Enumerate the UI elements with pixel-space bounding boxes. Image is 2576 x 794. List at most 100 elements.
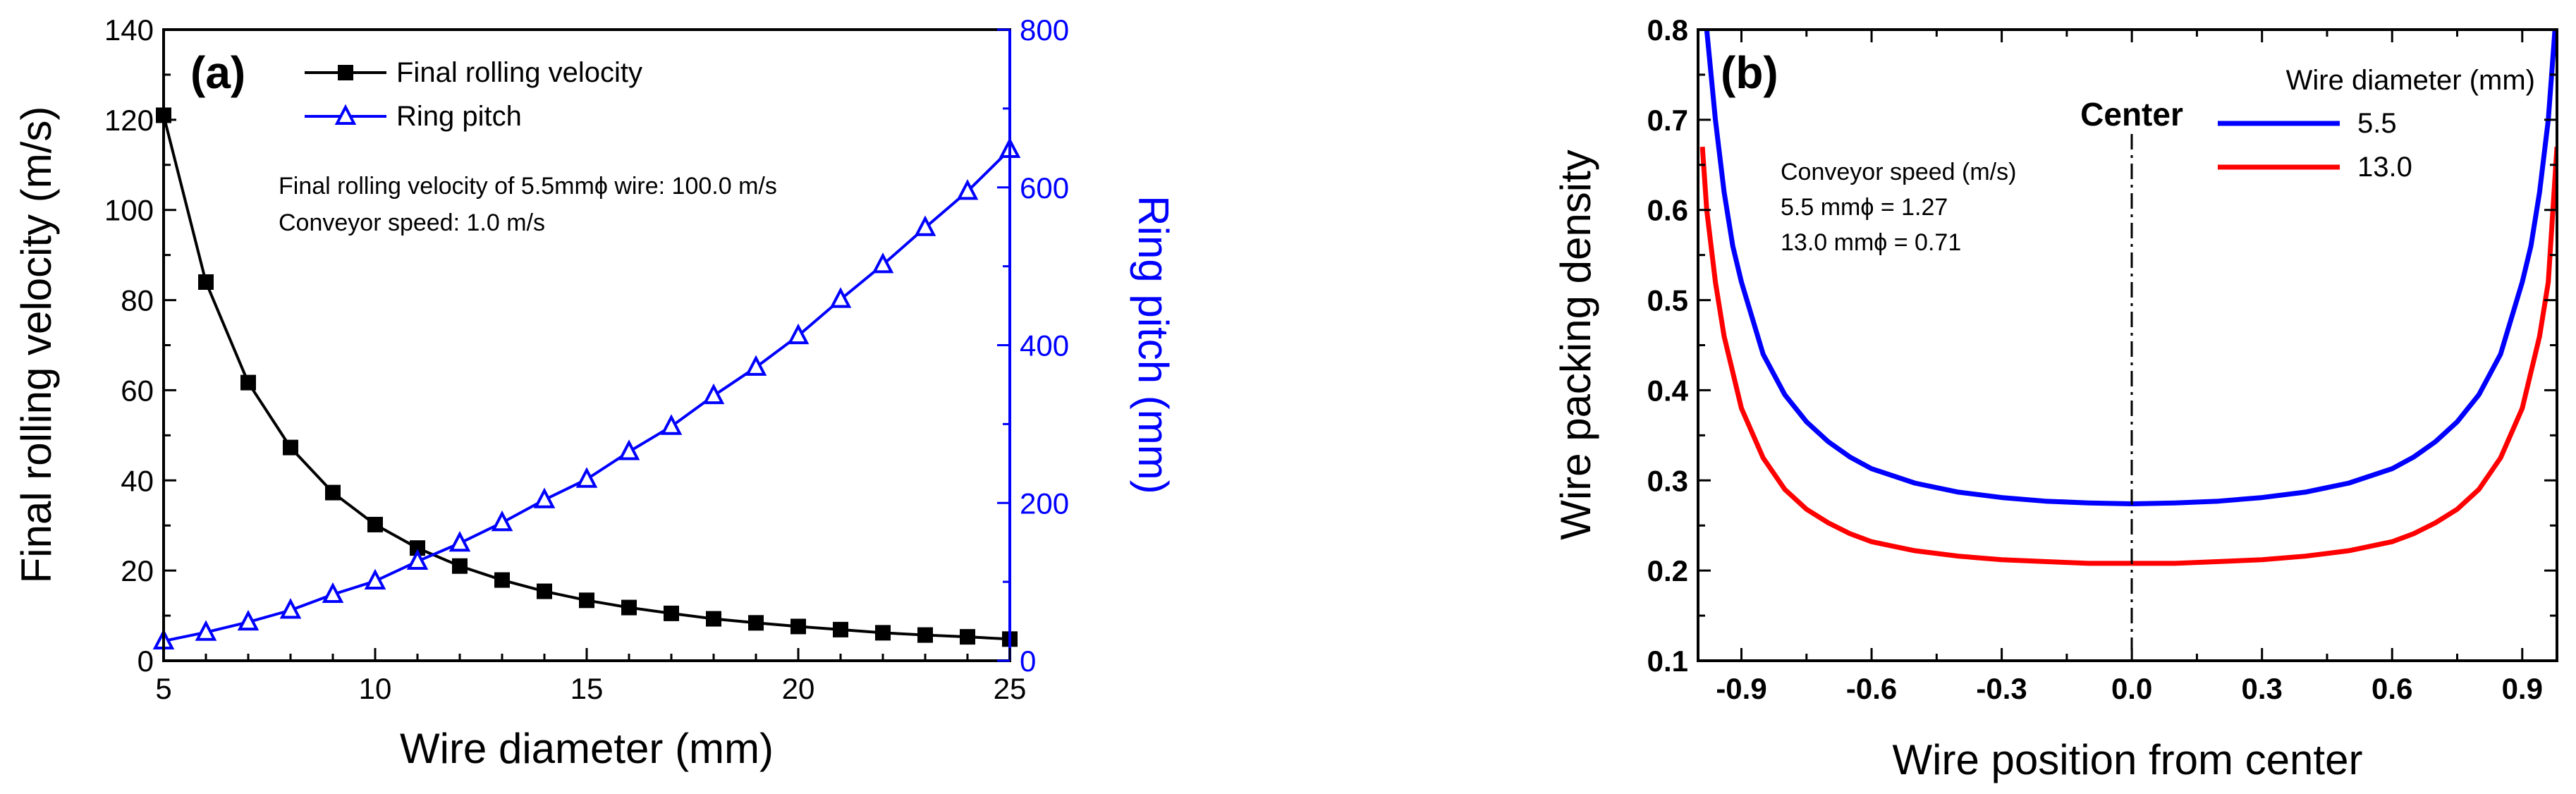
y-tick-label: 0.8 [1647,13,1688,47]
data-point-final-rolling-velocity [283,439,298,456]
y-tick-label: 80 [121,284,154,317]
data-point-ring-pitch [195,620,217,641]
x-tick-label: 25 [994,672,1027,705]
data-point-final-rolling-velocity [748,615,764,631]
legend-title: Wire diameter (mm) [2286,65,2535,96]
x-tick-label: 20 [782,672,815,705]
center-label: Center [2080,96,2183,133]
y-tick-label: 0.4 [1647,374,1689,407]
panel-a-label: (a) [190,47,245,98]
series-line-5-5 [1704,30,2557,507]
data-point-final-rolling-velocity [494,572,510,588]
y2-tick-label: 600 [1020,171,1069,204]
chart-b-series-group [1699,30,2557,566]
data-point-ring-pitch [575,467,598,488]
data-point-final-rolling-velocity [367,516,383,532]
chart-panel-a: 5 10 15 20 250204060801001201400200400600800… [13,13,1177,772]
data-point-final-rolling-velocity [325,484,341,501]
data-point-final-rolling-velocity [960,629,975,645]
y2-tick-label: 0 [1020,645,1036,678]
data-point-ring-pitch [364,568,386,590]
y2-tick-label: 400 [1020,329,1069,362]
chart-b-y-axis-label: Wire packing density [1552,149,1599,540]
data-point-ring-pitch [406,549,429,570]
data-point-final-rolling-velocity [240,374,256,391]
x-tick-label: -0.3 [1976,672,2027,705]
y-tick-label: 0.6 [1647,194,1688,227]
x-tick-label: 15 [570,672,604,705]
chart-a-annotation-1: Final rolling velocity of 5.5mmϕ wire: 1… [279,173,777,200]
y-tick-label: 0.7 [1647,104,1688,137]
data-point-final-rolling-velocity [790,618,806,635]
data-point-ring-pitch [872,252,894,274]
chart-b-x-axis-label: Wire position from center [1893,736,2363,783]
chart-b-annotation-2: 5.5 mmϕ = 1.27 [1781,194,1948,221]
chart-a-y-axis-label: Final rolling velocity (m/s) [13,106,60,584]
chart-b-annotation-1: Conveyor speed (m/s) [1781,159,2016,185]
data-point-ring-pitch [237,609,260,631]
chart-b-marks [1699,30,2557,566]
legend-marker-open-triangle [334,104,357,125]
x-tick-label: 10 [359,672,392,705]
data-point-final-rolling-velocity [452,558,468,574]
y-tick-label: 140 [104,13,154,47]
data-point-ring-pitch [491,510,513,532]
data-point-ring-pitch [279,598,302,619]
data-point-ring-pitch [660,414,683,435]
data-point-final-rolling-velocity [917,627,933,643]
chart-a-legend: Final rolling velocity Ring pitch [305,57,642,132]
chart-a-annotation-2: Conveyor speed: 1.0 m/s [279,209,545,236]
y-tick-label: 40 [121,464,154,497]
legend-label-5-5: 5.5 [2357,108,2397,139]
data-point-ring-pitch [702,383,725,405]
chart-b-legend: Wire diameter (mm) 5.5 13.0 [2218,65,2535,183]
x-tick-label: 5 [155,672,171,705]
x-tick-label: 0.3 [2242,672,2283,705]
data-point-ring-pitch [745,355,767,376]
y-tick-label: 100 [104,194,154,227]
data-point-ring-pitch [914,215,936,236]
data-point-ring-pitch [956,179,979,200]
chart-a-x-axis-label: Wire diameter (mm) [400,725,774,772]
data-point-final-rolling-velocity [537,583,552,599]
chart-panel-b: Center -0.9 -0.6 -0.3 0.0 0.3 0.6 0.9 0.1 0.2 0.3… [1552,13,2558,783]
data-point-ring-pitch [787,323,810,345]
panel-b-label: (b) [1721,47,1778,98]
legend-label-ring-pitch: Ring pitch [396,101,522,132]
data-point-final-rolling-velocity [410,540,425,556]
chart-a-y2-axis-label: Ring pitch (mm) [1130,195,1177,494]
data-point-final-rolling-velocity [579,592,594,609]
data-point-final-rolling-velocity [833,621,848,637]
x-tick-label: 0.9 [2502,672,2543,705]
x-tick-label: -0.6 [1846,672,1897,705]
chart-b-annotation-3: 13.0 mmϕ = 0.71 [1781,229,1961,256]
data-point-ring-pitch [829,287,852,308]
x-tick-label: 0.6 [2371,672,2412,705]
y-tick-label: 20 [121,554,154,587]
legend-marker-filled-square [338,65,353,80]
y-tick-label: 120 [104,104,154,137]
data-point-final-rolling-velocity [664,605,679,621]
data-point-final-rolling-velocity [875,625,891,641]
data-point-ring-pitch [533,487,556,508]
series-line-13-0 [1699,146,2557,566]
legend-label-13-0: 13.0 [2357,152,2412,183]
y-tick-label: 0.5 [1647,284,1688,317]
data-point-ring-pitch [618,439,640,460]
y-tick-label: 60 [121,374,154,407]
data-point-final-rolling-velocity [198,274,214,290]
y-tick-label: 0 [138,645,154,678]
chart-b-ticks: -0.9 -0.6 -0.3 0.0 0.3 0.6 0.9 0.1 0.2 0.3 0.4 0.5 0… [1647,13,2557,705]
data-point-final-rolling-velocity [706,611,721,627]
y-tick-label: 0.3 [1647,464,1688,497]
x-tick-label: -0.9 [1716,672,1766,705]
y-tick-label: 0.2 [1647,554,1688,587]
chart-a-marks [152,107,1021,650]
data-point-ring-pitch [448,530,471,552]
y2-tick-label: 800 [1020,13,1069,47]
y-tick-label: 0.1 [1647,645,1688,678]
y2-tick-label: 200 [1020,487,1069,520]
data-point-final-rolling-velocity [621,599,637,616]
